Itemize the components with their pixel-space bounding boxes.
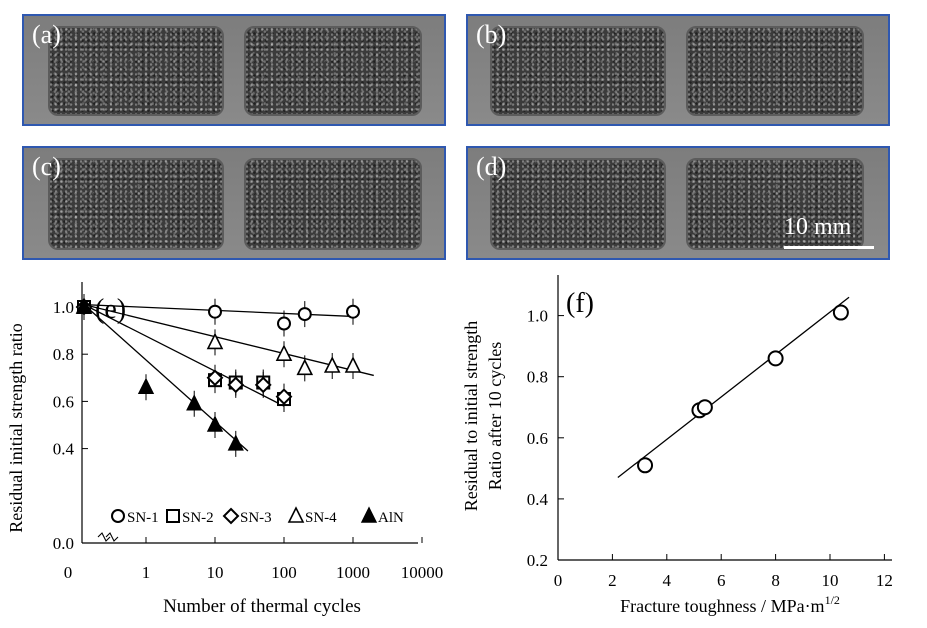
y-tick-label: 0.0: [53, 534, 74, 553]
x-tick-label: 4: [663, 571, 672, 590]
data-point: [832, 304, 849, 321]
data-point-sn-1: [346, 304, 360, 319]
x-tick-label: 1: [142, 563, 151, 582]
legend-marker-sn-2: [166, 509, 180, 523]
y-tick-label: 0.4: [53, 440, 75, 459]
y-tick-label: 1.0: [53, 298, 74, 317]
legend-marker-sn-1: [111, 509, 125, 523]
y-tick-label: 1.0: [527, 307, 548, 326]
data-point-sn-4: [296, 358, 314, 376]
specimen-pad-right: [686, 158, 864, 250]
data-point-sn-3: [206, 369, 224, 387]
data-point-aln: [137, 377, 155, 394]
legend-label: SN-1: [127, 510, 159, 526]
data-point-aln: [206, 415, 224, 432]
specimen-pad-left: [490, 26, 666, 116]
x-tick-label: 10000: [401, 563, 444, 582]
chart-f-xlabel-sup: 1/2: [825, 593, 840, 607]
data-point-aln: [186, 394, 203, 411]
x-tick-label: 100: [271, 563, 297, 582]
chart-f: Residual to initial strength Ratio after…: [461, 275, 893, 616]
legend-label: SN-3: [240, 510, 272, 526]
data-point: [637, 457, 654, 474]
legend-label: SN-2: [182, 510, 214, 526]
data-point-sn-4: [275, 344, 293, 361]
chart-e-panel-label: (e): [95, 294, 126, 325]
photo-panel-b: (b): [466, 14, 890, 126]
data-point-sn-4: [206, 332, 224, 350]
chart-f-panel-label: (f): [566, 288, 594, 319]
data-point-sn-1: [208, 304, 222, 319]
specimen-pad-right: [244, 158, 422, 250]
data-point-sn-1: [277, 316, 291, 331]
legend-marker-sn-4: [287, 506, 305, 523]
y-tick-label: 0.8: [53, 345, 74, 364]
x-tick-label: 10: [207, 563, 224, 582]
photo-label-c: (c): [32, 152, 61, 181]
chart-f-xlabel: Fracture toughness / MPa·m1/2: [620, 593, 840, 616]
x-tick-label: 10: [822, 571, 839, 590]
y-tick-label: 0.8: [527, 368, 548, 387]
specimen-pad-left: [490, 158, 666, 250]
legend-marker-sn-3: [222, 507, 240, 525]
chart-e: Residual initial strength ratio Number o…: [6, 282, 444, 617]
data-point-sn-1: [297, 307, 312, 322]
y-tick-label: 0.6: [53, 392, 74, 411]
x-tick-label: 6: [717, 571, 726, 590]
data-point-sn-4: [344, 356, 362, 373]
chart-f-ylabel-line1: Residual to initial strength: [461, 321, 481, 511]
legend-label: AlN: [378, 510, 404, 526]
chart-e-xlabel: Number of thermal cycles: [163, 596, 361, 617]
specimen-pad-right: [244, 26, 422, 116]
x-tick-label: 0: [554, 571, 563, 590]
specimen-pad-left: [48, 158, 224, 250]
chart-f-ylabel-line2: Ratio after 10 cycles: [485, 342, 505, 490]
scale-bar-label: 10 mm: [784, 214, 852, 240]
chart-e-axis-break: [97, 532, 119, 542]
photo-label-a: (a): [32, 20, 61, 49]
y-tick-label: 0.2: [527, 551, 548, 570]
x-tick-label: 8: [771, 571, 780, 590]
x-tick-label: 0: [64, 563, 73, 582]
data-point: [767, 350, 784, 367]
data-point: [696, 399, 713, 416]
photo-label-d: (d): [476, 152, 507, 181]
x-tick-label: 1000: [336, 563, 370, 582]
fit-line: [617, 296, 850, 479]
legend-label: SN-4: [305, 510, 337, 526]
chart-e-ylabel: Residual initial strength ratio: [6, 323, 26, 532]
x-tick-label: 2: [608, 571, 617, 590]
legend-marker-aln: [360, 506, 378, 523]
data-point-aln: [227, 434, 244, 451]
data-point-sn-4: [323, 356, 341, 373]
fit-line-sn-4: [83, 304, 374, 377]
chart-f-xlabel-main: Fracture toughness / MPa·m: [620, 596, 824, 616]
specimen-pad-left: [48, 26, 224, 116]
photo-panel-c: (c): [22, 146, 446, 260]
x-tick-label: 12: [876, 571, 893, 590]
scale-bar-line: [784, 246, 874, 249]
data-point-aln: [75, 297, 93, 314]
fit-line-aln: [83, 304, 249, 452]
specimen-pad-right: [686, 26, 864, 116]
photo-label-b: (b): [476, 20, 507, 49]
y-tick-label: 0.6: [527, 429, 548, 448]
fit-line-sn-2: [83, 304, 285, 407]
photo-panel-d: (d) 10 mm: [466, 146, 890, 260]
photo-panel-a: (a): [22, 14, 446, 126]
data-point-sn-3: [227, 376, 245, 394]
data-point-sn-3: [275, 388, 293, 406]
data-point-sn-3: [254, 376, 272, 394]
y-tick-label: 0.4: [527, 490, 549, 509]
